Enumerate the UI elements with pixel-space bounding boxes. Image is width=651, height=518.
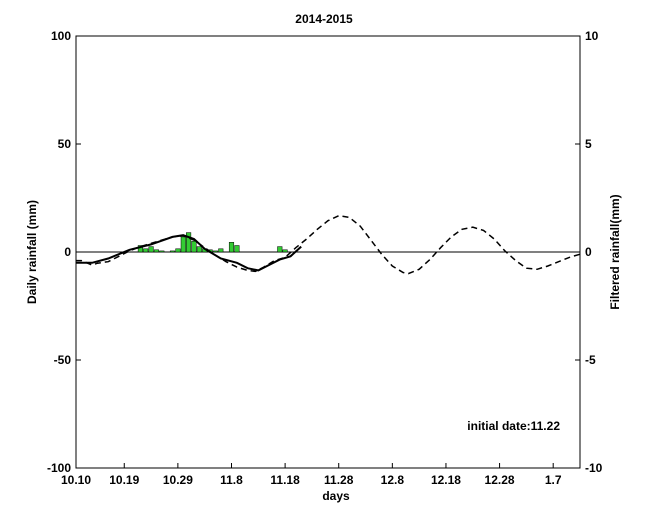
rainfall-bar xyxy=(196,246,202,253)
rainfall-bar xyxy=(169,250,176,253)
rainfall-bar xyxy=(153,249,159,253)
x-tick-label: 10.19 xyxy=(109,473,139,487)
rainfall-bar xyxy=(212,250,218,253)
y-axis-right-label: Filtered rainfall(mm) xyxy=(608,194,622,309)
filtered-lines xyxy=(76,214,581,275)
rainfall-bar xyxy=(175,248,181,253)
rainfall-bar xyxy=(277,246,283,253)
rainfall-bar xyxy=(180,236,186,253)
x-tick-label: 11.28 xyxy=(324,473,354,487)
filtered-series-solid xyxy=(76,234,302,272)
rainfall-bar xyxy=(186,232,192,253)
left-tick-label: -100 xyxy=(47,461,71,475)
x-tick-label: 12.8 xyxy=(381,473,405,487)
x-tick-label: 10.29 xyxy=(163,473,193,487)
left-tick-label: 0 xyxy=(64,245,71,259)
right-tick-label: -5 xyxy=(585,353,596,367)
x-tick-label: 12.28 xyxy=(485,473,515,487)
right-tick-label: -10 xyxy=(585,461,603,475)
left-tick-label: 50 xyxy=(58,137,72,151)
rainfall-bar xyxy=(234,245,240,253)
right-y-axis: -10 -5 0 5 10 xyxy=(575,29,603,475)
right-tick-label: 5 xyxy=(585,137,592,151)
rainfall-bar xyxy=(137,245,143,253)
rainfall-bar xyxy=(228,242,235,253)
rainfall-bars xyxy=(137,232,288,253)
x-tick-label: 11.18 xyxy=(270,473,300,487)
x-axis: 10.10 10.19 10.29 11.8 11.18 11.28 12.8 12.18 12… xyxy=(61,463,562,487)
left-tick-label: -50 xyxy=(54,353,72,367)
x-tick-label: 12.18 xyxy=(431,473,461,487)
rainfall-bar xyxy=(148,246,154,253)
rainfall-bar xyxy=(191,240,197,253)
rainfall-bar xyxy=(159,250,165,253)
x-tick-label: 1.7 xyxy=(545,473,562,487)
y-axis-left-label: Daily rainfall (mm) xyxy=(25,200,39,304)
x-axis-label: days xyxy=(322,489,350,503)
left-y-axis: -100 -50 0 50 100 xyxy=(47,29,81,475)
right-tick-label: 0 xyxy=(585,245,592,259)
x-tick-label: 10.10 xyxy=(61,473,91,487)
right-tick-label: 10 xyxy=(585,29,599,43)
filtered-series-dashed xyxy=(76,214,581,275)
chart-title: 2014-2015 xyxy=(295,12,353,26)
rainfall-bar xyxy=(218,248,224,253)
x-tick-label: 11.8 xyxy=(220,473,243,487)
left-tick-label: 100 xyxy=(51,29,71,43)
rainfall-bar xyxy=(282,249,288,253)
initial-date-annotation: initial date:11.22 xyxy=(467,419,560,433)
rainfall-bar xyxy=(143,248,149,253)
